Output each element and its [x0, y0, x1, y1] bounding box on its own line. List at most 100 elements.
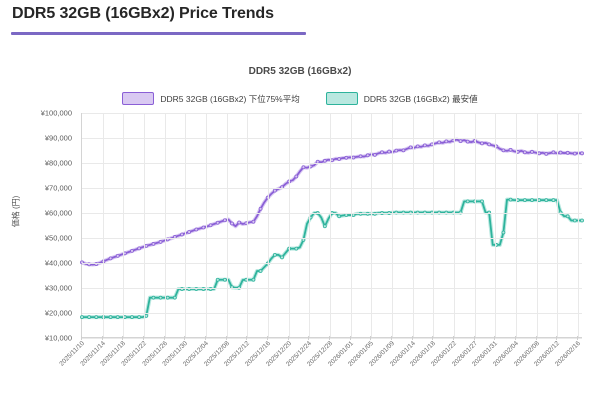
data-point-marker[interactable]	[487, 142, 492, 147]
data-point-marker[interactable]	[108, 256, 113, 261]
data-point-marker[interactable]	[544, 151, 549, 156]
gridline-horizontal	[82, 213, 582, 214]
data-point-marker[interactable]	[380, 150, 384, 155]
data-point-marker[interactable]	[387, 149, 392, 154]
data-point-marker[interactable]	[480, 199, 484, 204]
data-point-marker[interactable]	[151, 295, 156, 300]
data-point-marker[interactable]	[565, 214, 570, 219]
y-axis-tick-label: ¥80,000	[44, 158, 72, 168]
y-axis-tick-label: ¥30,000	[44, 283, 72, 293]
data-point-marker[interactable]	[572, 151, 577, 156]
data-point-marker[interactable]	[94, 315, 99, 319]
data-point-marker[interactable]	[158, 240, 163, 244]
data-point-marker[interactable]	[137, 315, 142, 319]
data-point-marker[interactable]	[258, 206, 263, 211]
data-point-marker[interactable]	[272, 188, 277, 193]
data-point-marker[interactable]	[115, 315, 120, 319]
data-point-marker[interactable]	[251, 219, 256, 224]
data-point-marker[interactable]	[580, 151, 584, 156]
data-point-marker[interactable]	[144, 313, 149, 318]
data-point-marker[interactable]	[551, 150, 556, 155]
data-point-marker[interactable]	[337, 157, 342, 161]
data-point-marker[interactable]	[130, 315, 134, 319]
data-point-marker[interactable]	[151, 242, 156, 246]
data-point-marker[interactable]	[558, 150, 563, 155]
data-point-marker[interactable]	[408, 145, 413, 150]
data-point-marker[interactable]	[572, 218, 577, 223]
data-point-marker[interactable]	[172, 295, 177, 300]
data-point-marker[interactable]	[351, 155, 356, 160]
data-point-marker[interactable]	[501, 148, 506, 153]
data-point-marker[interactable]	[401, 148, 406, 153]
data-point-marker[interactable]	[258, 269, 263, 273]
data-point-marker[interactable]	[365, 153, 370, 158]
data-point-marker[interactable]	[551, 198, 556, 203]
data-point-marker[interactable]	[394, 148, 399, 153]
data-point-marker[interactable]	[294, 246, 299, 251]
data-point-marker[interactable]	[465, 199, 470, 204]
gridline-vertical	[577, 113, 579, 337]
plot-area	[80, 113, 584, 339]
data-point-marker[interactable]	[201, 225, 206, 230]
gridline-horizontal	[82, 288, 582, 289]
gridline-vertical	[391, 113, 393, 337]
data-point-marker[interactable]	[344, 155, 349, 160]
y-axis-tick-label: ¥40,000	[44, 258, 72, 268]
data-point-marker[interactable]	[530, 149, 534, 154]
data-point-marker[interactable]	[322, 224, 327, 229]
data-point-marker[interactable]	[137, 246, 142, 251]
data-point-marker[interactable]	[237, 220, 242, 225]
x-axis-tick-mark	[266, 336, 268, 340]
data-point-marker[interactable]	[144, 244, 149, 248]
data-point-marker[interactable]	[294, 174, 299, 179]
data-point-marker[interactable]	[480, 141, 484, 146]
data-point-marker[interactable]	[208, 223, 213, 228]
data-point-marker[interactable]	[358, 154, 363, 159]
legend-item-lower75-average[interactable]: DDR5 32GB (16GBx2) 下位75%平均	[122, 92, 300, 105]
data-point-marker[interactable]	[337, 214, 342, 219]
data-point-marker[interactable]	[280, 255, 284, 260]
data-point-marker[interactable]	[322, 158, 327, 163]
gridline-horizontal	[82, 313, 582, 314]
data-point-marker[interactable]	[372, 152, 377, 157]
data-point-marker[interactable]	[422, 143, 427, 148]
data-point-marker[interactable]	[465, 139, 470, 144]
data-point-marker[interactable]	[87, 315, 92, 319]
data-point-marker[interactable]	[165, 295, 170, 300]
data-point-marker[interactable]	[187, 230, 192, 234]
data-point-marker[interactable]	[108, 315, 113, 319]
data-point-marker[interactable]	[501, 230, 506, 235]
data-point-marker[interactable]	[194, 227, 199, 232]
data-point-marker[interactable]	[222, 277, 227, 282]
data-point-marker[interactable]	[444, 139, 449, 144]
data-point-marker[interactable]	[215, 220, 220, 225]
data-point-marker[interactable]	[508, 197, 513, 202]
data-point-marker[interactable]	[522, 198, 527, 203]
data-point-marker[interactable]	[272, 252, 277, 257]
data-point-marker[interactable]	[415, 144, 420, 149]
data-point-marker[interactable]	[80, 315, 84, 319]
data-point-marker[interactable]	[508, 147, 513, 152]
y-axis-tick-label: ¥20,000	[44, 308, 72, 318]
data-point-marker[interactable]	[180, 232, 184, 237]
data-point-marker[interactable]	[537, 198, 542, 203]
data-point-marker[interactable]	[330, 158, 334, 163]
data-point-marker[interactable]	[458, 139, 463, 144]
data-point-marker[interactable]	[158, 295, 163, 300]
data-point-marker[interactable]	[530, 198, 534, 203]
data-point-marker[interactable]	[580, 218, 584, 223]
data-point-marker[interactable]	[215, 277, 220, 282]
data-point-marker[interactable]	[222, 218, 227, 223]
data-point-marker[interactable]	[544, 198, 549, 203]
legend-item-lowest-price[interactable]: DDR5 32GB (16GBx2) 最安値	[325, 92, 478, 105]
data-point-marker[interactable]	[115, 253, 120, 258]
data-point-marker[interactable]	[230, 221, 234, 226]
data-point-marker[interactable]	[537, 151, 542, 156]
data-point-marker[interactable]	[301, 165, 306, 170]
data-point-marker[interactable]	[130, 248, 134, 253]
data-point-marker[interactable]	[437, 140, 442, 145]
x-axis-tick-mark	[287, 336, 289, 340]
data-point-marker[interactable]	[251, 277, 256, 282]
data-point-marker[interactable]	[565, 150, 570, 155]
data-point-marker[interactable]	[522, 150, 527, 155]
